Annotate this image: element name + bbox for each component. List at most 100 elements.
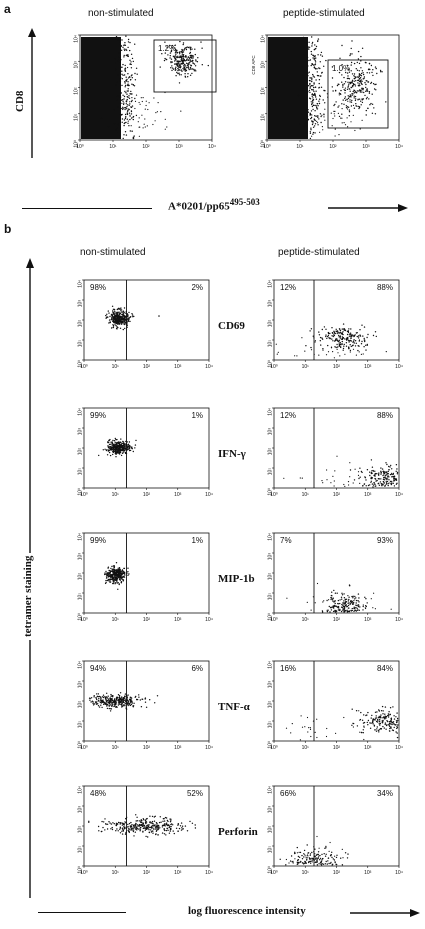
panel-b-row4-ns-event [155, 827, 157, 830]
panel-a-right-event [314, 115, 316, 117]
panel-b-row2-ps-event [346, 609, 348, 611]
panel-b-row4-ns-event [165, 834, 167, 836]
panel-b-row3-ns-event [126, 702, 128, 704]
panel-a-right-event [311, 100, 314, 102]
panel-b-row0-ns-event [124, 320, 126, 322]
panel-b-row1-ns-event [125, 447, 127, 449]
panel-b-row3-ps-event [374, 711, 377, 713]
panel-b-row1-ps-event [359, 482, 361, 484]
panel-b-row2-ns-event [117, 568, 119, 571]
panel-b-row0-ps-event [363, 346, 365, 348]
panel-b-row0-ns-event [126, 321, 129, 323]
panel-a-left-event [139, 103, 141, 105]
panel-a-right-event [360, 104, 362, 106]
panel-b-row3-ps-event [388, 721, 391, 723]
panel-b-row1-ps-event [382, 470, 385, 472]
panel-a-right-event [314, 93, 316, 96]
panel-b-row1-ns-event [130, 446, 132, 448]
panel-a-left-event [123, 98, 125, 100]
panel-b-row2-ns-event [121, 573, 123, 575]
panel-a-right-event [307, 109, 309, 111]
panel-a-right-event [311, 135, 313, 137]
panel-b-row2-ps-event [339, 602, 341, 605]
panel-b-row1-ps-event [382, 474, 384, 477]
panel-a-right-event [307, 72, 309, 74]
panel-a-right-event [346, 88, 349, 90]
panel-a-right-event [314, 63, 317, 65]
panel-b-row0-ns-event [123, 312, 125, 314]
panel-b-row2-ps-event [349, 610, 351, 612]
panel-b-row0-ns-xtick-label: 10² [143, 364, 151, 370]
panel-b-row3-ps-event [306, 716, 309, 719]
panel-b-row2-ns-event [122, 580, 124, 582]
panel-a-left-event [182, 67, 184, 70]
panel-b-row2-ns-event [117, 571, 119, 574]
panel-b-row4-ps-xtick-label: 10¹ [302, 870, 310, 876]
panel-b-row4-ns-event [104, 829, 106, 831]
panel-b-row0-ps-event [321, 337, 323, 339]
panel-b-row3-ns-event [96, 693, 98, 695]
panel-a-right-event [308, 48, 310, 50]
panel-b-row1-ns-event [105, 449, 108, 452]
panel-a-right-event [309, 132, 312, 134]
panel-a-left-event [189, 46, 191, 48]
panel-a-right-event [310, 113, 312, 116]
panel-b-row0-ps-ytick-label: 10¹ [268, 340, 274, 348]
panel-a-left-event [116, 81, 119, 83]
panel-a-left-event [123, 119, 126, 121]
panel-a-right-event [345, 71, 347, 74]
panel-b-row3-ns-event [123, 697, 125, 699]
panel-b-row4-ps-event [290, 855, 293, 857]
panel-b-row1-ps-event [348, 484, 350, 486]
panel-b-row2-ns-xtick-label: 10⁴ [205, 617, 213, 623]
panel-b-row0-ps-event [336, 348, 338, 350]
panel-b-row3-ps-event [378, 710, 381, 712]
panel-b-row0-ns-event [117, 311, 119, 313]
panel-b-row4-ps-event [313, 846, 315, 848]
panel-b-row1-ps-event [354, 468, 356, 470]
panel-b-row4-ps-event [285, 858, 287, 861]
panel-b-row3-ps-event [382, 710, 384, 712]
panel-b-row3-ps-event [396, 717, 399, 720]
panel-a-right-event [314, 55, 316, 57]
panel-a-right-event [316, 115, 318, 117]
panel-b-row4-ns-event [111, 826, 113, 829]
panel-b-row3-ns-event [124, 705, 126, 707]
panel-a-right-event [317, 40, 319, 42]
panel-b-row0-ps-event [357, 349, 359, 352]
panel-b-row3-ns-event [130, 696, 132, 699]
panel-b-row3-ps-xtick-label: 10³ [364, 745, 372, 751]
panel-a-left-event [119, 78, 121, 81]
panel-b-row0-ns-event [119, 312, 122, 315]
panel-b-row4-ns-event [181, 827, 183, 829]
panel-b-row0-ps-event [331, 335, 333, 337]
panel-a-left-event [127, 38, 130, 41]
panel-a-left-event [130, 61, 132, 63]
panel-a-right-event [352, 84, 355, 86]
panel-a-left-event [191, 72, 193, 75]
panel-a-right-event [312, 97, 314, 99]
panel-b-row3-ps-event [363, 725, 365, 727]
panel-a-right-event [323, 65, 325, 67]
panel-a-left-event [188, 63, 190, 66]
panel-a-right-event [315, 45, 318, 48]
panel-a-right-event [367, 81, 369, 83]
panel-a-right-event [312, 99, 314, 101]
panel-b-row3-ns-xtick-label: 10³ [174, 745, 182, 751]
panel-a-right-event [344, 89, 347, 92]
panel-a-right-event [333, 104, 335, 107]
panel-a-right-event [334, 115, 336, 117]
panel-b-row3-ps-event [361, 732, 363, 734]
panel-a-left-event [191, 48, 193, 50]
panel-b-row2-ps-event [332, 600, 334, 602]
panel-a-left-event [122, 94, 124, 97]
panel-b-row0-ps-event [360, 353, 362, 355]
panel-b-row4-ns-event [145, 826, 147, 828]
panel-a-right-event [345, 107, 348, 109]
panel-b-row4-ns-event [151, 820, 154, 823]
panel-b-row0-ps-xtick-label: 10² [333, 364, 341, 370]
panel-a-left-event [126, 105, 128, 108]
panel-a-right-event [358, 85, 360, 87]
panel-b-row4-ns-event [155, 833, 157, 836]
panel-a-right-event [315, 57, 317, 59]
